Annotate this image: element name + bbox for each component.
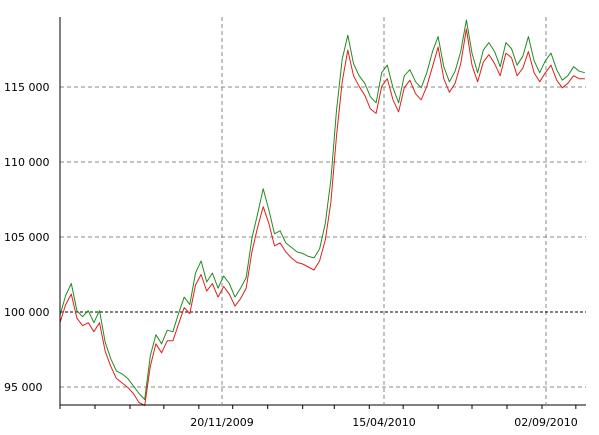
y-tick-labels: 95 000 100 000 105 000 110 000 115 000	[4, 81, 50, 394]
y-tick-label: 105 000	[4, 231, 50, 244]
y-tick-label: 110 000	[4, 156, 50, 169]
x-tick-label: 20/11/2009	[190, 416, 253, 429]
grid-lines	[60, 17, 586, 404]
x-tick-label: 02/09/2010	[514, 416, 577, 429]
x-axis-ticks	[59, 405, 577, 409]
x-tick-label: 15/04/2010	[352, 416, 415, 429]
y-tick-label: 100 000	[4, 306, 50, 319]
series-line-2	[59, 28, 585, 406]
y-tick-label: 95 000	[4, 381, 43, 394]
series-group	[59, 19, 586, 406]
y-tick-label: 115 000	[4, 81, 50, 94]
series-line-1	[59, 19, 586, 400]
x-tick-labels: 20/11/2009 15/04/2010 02/09/2010	[190, 416, 577, 429]
